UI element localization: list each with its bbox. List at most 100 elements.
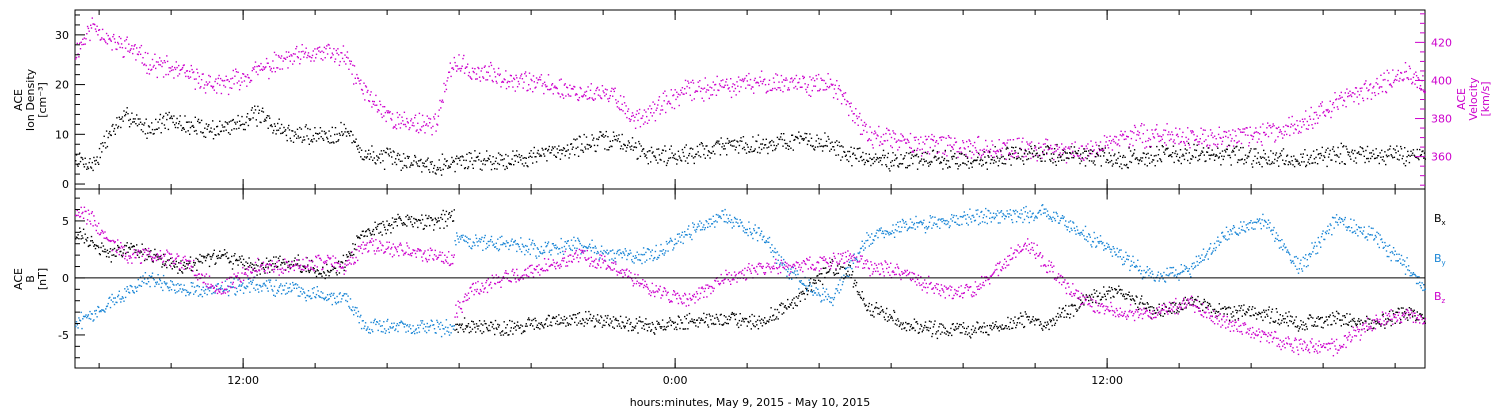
bx-point [1193,301,1195,303]
velocity-point [638,108,641,111]
density-point [1409,155,1411,157]
velocity-point [865,123,867,126]
bx-point [882,311,885,313]
density-point [954,152,956,155]
density-point [459,156,462,158]
bx-point [999,325,1001,327]
bx-point [322,271,325,273]
velocity-point [809,76,811,78]
density-point [189,133,191,135]
velocity-point [1106,136,1108,138]
velocity-point [1379,86,1381,88]
bx-point [374,221,376,223]
velocity-point [1065,146,1067,148]
velocity-point [825,82,827,85]
velocity-point [859,112,861,115]
velocity-point [1209,144,1211,147]
velocity-point [577,99,580,102]
bx-point [235,259,237,262]
velocity-point [280,57,282,59]
velocity-point [250,79,252,82]
velocity-point [224,86,227,88]
velocity-point [978,154,981,156]
density-point [243,123,246,126]
density-point [1253,148,1255,150]
density-point [348,132,350,135]
density-point [125,111,128,113]
velocity-point [89,39,91,42]
velocity-point [419,128,421,131]
velocity-point [145,64,147,67]
density-point [282,131,284,134]
density-point [1030,145,1032,148]
velocity-point [593,99,595,101]
velocity-point [1011,156,1014,158]
bx-point [389,225,391,227]
density-point [1102,150,1104,152]
bx-point [844,276,847,278]
bx-point [538,322,540,324]
bx-point [75,238,77,240]
bx-point [213,249,215,251]
density-point [1294,158,1297,160]
velocity-point [219,77,222,80]
density-point [556,148,558,150]
density-point [725,142,727,144]
bx-point [1224,306,1226,308]
bx-point [1140,298,1142,300]
bx-point [962,326,964,328]
density-point [537,149,539,152]
bx-point [532,325,534,327]
velocity-point [1417,77,1419,79]
density-point [392,150,394,152]
bx-point [571,318,573,320]
density-point [338,132,341,135]
velocity-point [1235,135,1237,137]
velocity-point [1392,81,1395,84]
velocity-point [711,94,714,96]
velocity-point [260,62,262,65]
bx-point [740,324,742,326]
velocity-point [493,68,495,70]
velocity-point [203,87,205,89]
density-point [387,153,390,155]
density-point [132,121,134,123]
density-point [465,159,467,162]
velocity-point [109,37,111,40]
bx-point [99,253,101,256]
density-point [643,153,646,155]
density-point [1230,164,1232,166]
velocity-point [928,153,931,155]
density-point [1222,158,1224,161]
bx-point [984,326,986,328]
velocity-point [854,122,856,124]
density-point [117,125,120,128]
density-point [752,136,754,138]
velocity-point [1335,98,1338,100]
bx-point [576,324,578,326]
density-point [402,167,404,169]
density-point [1286,155,1288,157]
density-point [661,152,663,154]
velocity-point [981,149,984,152]
velocity-point [795,74,798,77]
bx-point [890,315,893,318]
density-point [741,147,744,150]
density-point [1209,154,1212,157]
density-point [485,160,487,162]
density-point [118,116,120,118]
density-point [1192,156,1194,158]
density-point [1316,163,1319,165]
density-point [120,118,123,120]
density-point [978,163,981,165]
velocity-point [1169,133,1171,136]
density-point [1099,155,1102,157]
density-point [676,163,678,165]
velocity-point [643,109,646,111]
bx-point [499,332,501,334]
density-point [1393,156,1396,158]
density-point [341,134,344,137]
density-point [227,123,229,125]
bx-point [756,324,758,326]
bx-point [683,328,685,330]
